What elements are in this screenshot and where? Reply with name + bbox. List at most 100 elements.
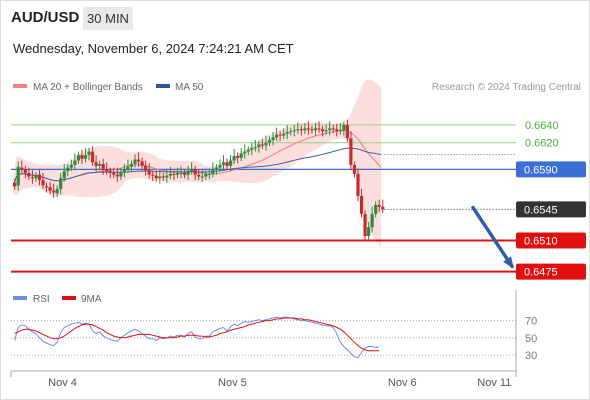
candle-body: [246, 149, 250, 152]
candle-body: [359, 196, 364, 214]
candle-body: [140, 161, 144, 166]
candle-body: [69, 164, 73, 168]
candle-body: [200, 176, 204, 178]
candle-body: [13, 182, 17, 187]
candle-body: [271, 137, 275, 141]
candle-body: [267, 140, 272, 143]
candle-body: [112, 172, 116, 175]
candle-body: [76, 155, 81, 161]
candle-body: [367, 227, 371, 237]
candle-body: [55, 188, 59, 194]
candle-body: [154, 175, 158, 179]
candle-body: [207, 173, 211, 175]
candle-body: [94, 162, 98, 166]
candle-body: [151, 174, 155, 176]
candle-body: [161, 176, 165, 178]
candle-body: [377, 204, 381, 207]
candle-body: [73, 160, 77, 165]
candle-body: [41, 180, 45, 186]
candle-body: [115, 174, 119, 177]
level-tag-0.6475: [516, 263, 586, 280]
candle-body: [299, 129, 303, 131]
candle-body: [214, 167, 219, 170]
candle-body: [370, 213, 374, 228]
candle-body: [282, 133, 286, 136]
candle-body: [172, 173, 176, 175]
candle-body: [193, 169, 197, 175]
candle-body: [126, 166, 130, 170]
candle-body: [243, 151, 247, 154]
legend-ma20-label: MA 20 + Bollinger Bands: [33, 82, 143, 93]
candle-body: [278, 134, 282, 136]
candle-body: [264, 142, 268, 146]
rsi-tick-50: 50: [525, 333, 537, 345]
candle-body: [320, 129, 325, 132]
candle-body: [90, 151, 95, 163]
candle-body: [175, 172, 180, 175]
candle-body: [381, 206, 385, 210]
candle-body: [98, 164, 102, 166]
copyright-label: Research © 2024 Trading Central: [432, 82, 581, 93]
candle-body: [108, 171, 112, 173]
legend-ma50-swatch: [156, 84, 170, 88]
symbol-title: AUD/USD: [11, 9, 80, 26]
candle-body: [356, 173, 360, 197]
rsi-tick-30: 30: [525, 350, 537, 362]
candle-body: [257, 144, 261, 148]
candle-body: [310, 129, 314, 131]
candle-body: [232, 156, 236, 161]
x-tick-label-1: Nov 5: [218, 377, 247, 389]
legend-ma50-label: MA 50: [175, 82, 204, 93]
x-tick-label-0: Nov 4: [48, 377, 77, 389]
candle-body: [122, 169, 127, 173]
ma50-line: [12, 147, 382, 187]
candle-body: [80, 155, 84, 159]
level-label-0.6475: 0.6475: [524, 267, 558, 279]
candle-body: [119, 172, 123, 177]
candle-body: [20, 167, 24, 170]
candle-body: [296, 129, 300, 131]
candle-body: [374, 204, 378, 214]
timeframe-button[interactable]: 30 MIN: [83, 7, 133, 30]
candle-body: [349, 138, 353, 165]
candle-body: [236, 156, 240, 158]
candle-body: [27, 172, 31, 177]
candle-body: [204, 173, 208, 177]
candle-body: [274, 134, 279, 138]
candle-body: [158, 176, 162, 179]
projection-arrow-head: [503, 256, 514, 269]
projection-arrow: [471, 205, 514, 269]
candle-body: [144, 165, 148, 171]
bollinger-band: [13, 79, 382, 248]
candle-body: [23, 169, 27, 173]
candle-body: [136, 159, 141, 162]
candle-body: [179, 172, 183, 174]
candle-body: [211, 169, 215, 174]
legend-9ma-swatch: [62, 296, 76, 300]
candle-body: [165, 175, 169, 178]
candle-body: [335, 129, 339, 132]
candle-body: [324, 130, 328, 132]
legend-9ma-label: 9MA: [81, 294, 102, 305]
candle-body: [352, 164, 357, 174]
candle-body: [186, 171, 190, 175]
candle-body: [313, 128, 318, 131]
candle-body: [16, 166, 20, 186]
candle-body: [37, 174, 42, 181]
candle-body: [285, 132, 289, 134]
candle-body: [338, 130, 342, 132]
rsi-series-rsi: [14, 316, 380, 359]
candle-body: [253, 147, 257, 149]
legend-rsi-swatch: [13, 296, 27, 300]
candle-body: [328, 128, 332, 131]
level-tag-0.6510: [516, 232, 586, 249]
rsi-tick-70: 70: [525, 316, 537, 328]
current-price-tag: [516, 201, 586, 218]
candle-body: [345, 124, 349, 139]
x-tick-label-3: Nov 11: [477, 377, 511, 389]
level-label-0.6640: 0.6640: [525, 120, 559, 132]
candle-body: [317, 128, 321, 130]
candle-body: [133, 159, 137, 165]
candle-body: [182, 172, 187, 175]
